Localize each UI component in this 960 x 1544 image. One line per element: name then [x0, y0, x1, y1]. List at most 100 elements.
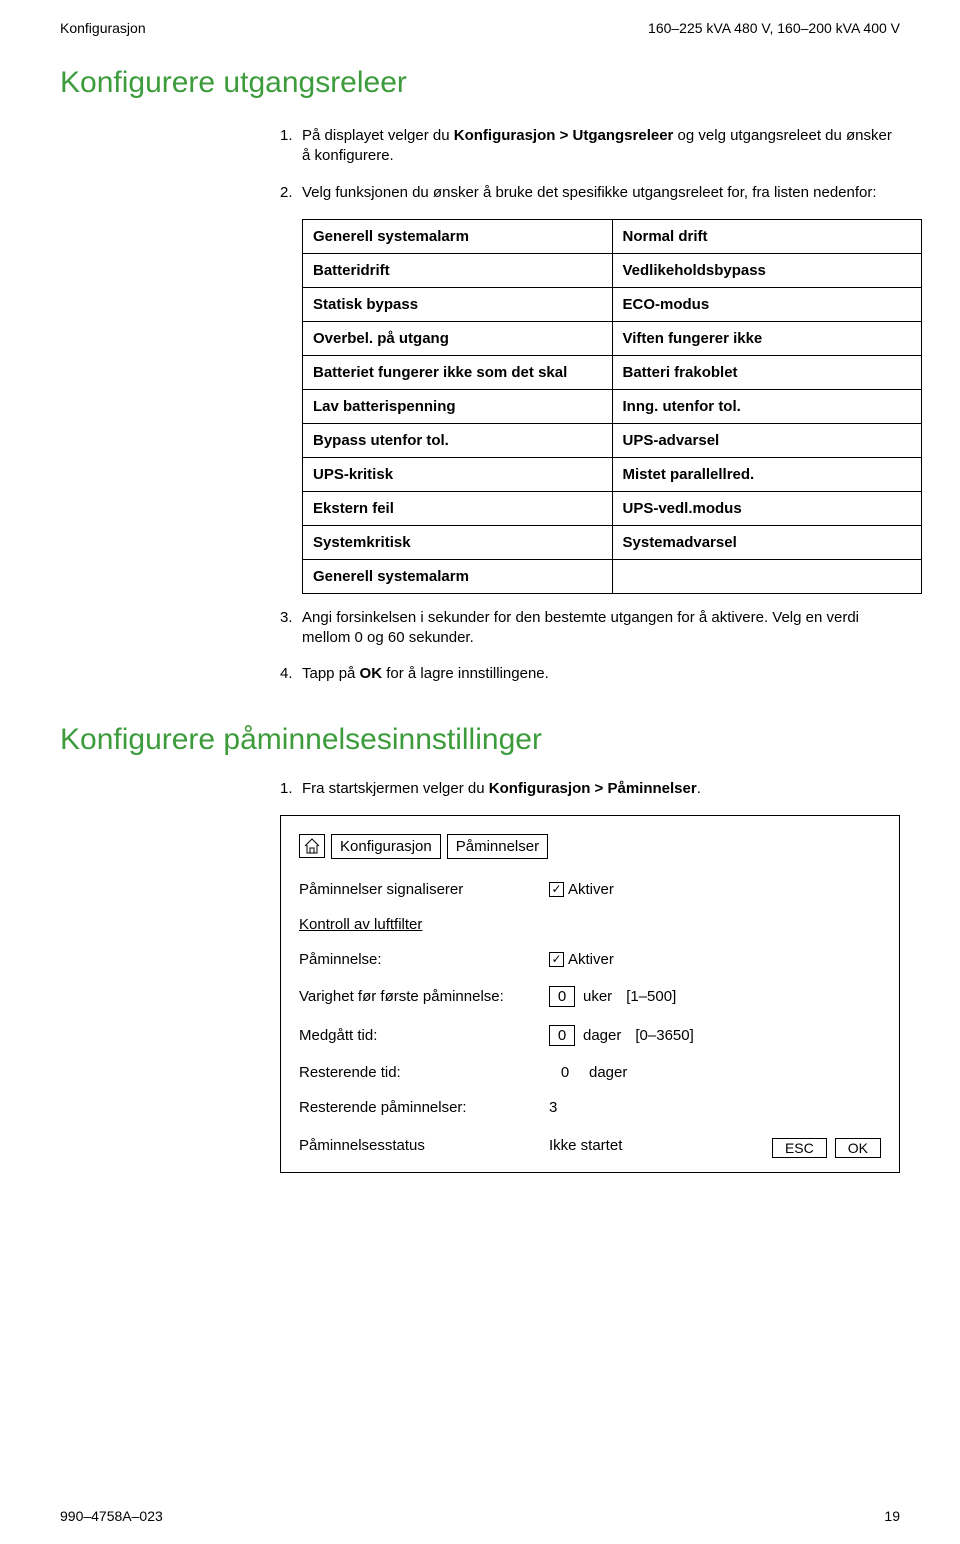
- table-row: Generell systemalarm: [303, 559, 922, 593]
- step-1b: 1. Fra startskjermen velger du Konfigura…: [280, 779, 900, 799]
- table-cell: Systemkritisk: [303, 525, 613, 559]
- table-cell: Batteri frakoblet: [612, 355, 922, 389]
- breadcrumb: Konfigurasjon Påminnelser: [299, 834, 881, 859]
- ok-button[interactable]: OK: [835, 1138, 881, 1158]
- table-cell: Systemadvarsel: [612, 525, 922, 559]
- section2-title: Konfigurere påminnelsesinnstillinger: [60, 723, 900, 757]
- table-row: SystemkritiskSystemadvarsel: [303, 525, 922, 559]
- aktiver-label-2: Aktiver: [568, 951, 614, 968]
- step-2: 2. Velg funksjonen du ønsker å bruke det…: [280, 183, 900, 203]
- table-row: Bypass utenfor tol.UPS-advarsel: [303, 423, 922, 457]
- checkbox-signaliser[interactable]: ✓: [549, 882, 564, 897]
- input-medgatt[interactable]: 0: [549, 1025, 575, 1046]
- table-cell: Generell systemalarm: [303, 219, 613, 253]
- footer-right: 19: [884, 1508, 900, 1524]
- table-row: BatteridriftVedlikeholdsbypass: [303, 253, 922, 287]
- label-paminnelse: Påminnelse:: [299, 951, 549, 968]
- table-row: Lav batterispenningInng. utenfor tol.: [303, 389, 922, 423]
- unit-uker: uker: [583, 988, 612, 1005]
- table-cell: UPS-vedl.modus: [612, 491, 922, 525]
- footer-left: 990–4758A–023: [60, 1508, 163, 1524]
- row-status: Påminnelsesstatus Ikke startet ESC OK: [299, 1134, 881, 1158]
- range-medgatt: [0–3650]: [635, 1027, 693, 1044]
- breadcrumb-paminnelser[interactable]: Påminnelser: [447, 834, 548, 859]
- row-signaliser: Påminnelser signaliserer ✓ Aktiver: [299, 881, 881, 898]
- step-3: 3. Angi forsinkelsen i sekunder for den …: [280, 608, 900, 649]
- checkbox-paminnelse[interactable]: ✓: [549, 952, 564, 967]
- home-icon[interactable]: [299, 834, 325, 858]
- row-resterende-paminnelser: Resterende påminnelser: 3: [299, 1099, 881, 1116]
- label-luftfilter: Kontroll av luftfilter: [299, 916, 422, 933]
- step-number: 2.: [280, 183, 302, 203]
- table-cell: Generell systemalarm: [303, 559, 613, 593]
- step-text: Angi forsinkelsen i sekunder for den bes…: [302, 608, 900, 649]
- text: På displayet velger du: [302, 127, 454, 144]
- input-varighet[interactable]: 0: [549, 986, 575, 1007]
- esc-button[interactable]: ESC: [772, 1138, 827, 1158]
- step-text: Tapp på OK for å lagre innstillingene.: [302, 664, 900, 684]
- header-right: 160–225 kVA 480 V, 160–200 kVA 400 V: [648, 20, 900, 36]
- table-row: Generell systemalarmNormal drift: [303, 219, 922, 253]
- text: Fra startskjermen velger du: [302, 780, 489, 797]
- row-medgatt: Medgått tid: 0 dager [0–3650]: [299, 1025, 881, 1046]
- table-cell: Vedlikeholdsbypass: [612, 253, 922, 287]
- label-restp: Resterende påminnelser:: [299, 1099, 549, 1116]
- table-cell: Viften fungerer ikke: [612, 321, 922, 355]
- step-number: 1.: [280, 779, 302, 799]
- table-cell: Normal drift: [612, 219, 922, 253]
- step-number: 3.: [280, 608, 302, 649]
- page-footer: 990–4758A–023 19: [60, 1508, 900, 1524]
- text: .: [697, 780, 701, 797]
- row-paminnelse: Påminnelse: ✓ Aktiver: [299, 951, 881, 968]
- step-1: 1. På displayet velger du Konfigurasjon …: [280, 126, 900, 167]
- row-varighet: Varighet før første påminnelse: 0 uker […: [299, 986, 881, 1007]
- bold-text: OK: [360, 665, 383, 682]
- range-varighet: [1–500]: [626, 988, 676, 1005]
- table-cell: Lav batterispenning: [303, 389, 613, 423]
- value-rest: 0: [549, 1064, 581, 1081]
- text: for å lagre innstillingene.: [382, 665, 549, 682]
- table-row: Overbel. på utgangViften fungerer ikke: [303, 321, 922, 355]
- unit-dager-2: dager: [589, 1064, 627, 1081]
- table-row: Ekstern feilUPS-vedl.modus: [303, 491, 922, 525]
- bold-text: Konfigurasjon > Påminnelser: [489, 780, 697, 797]
- step-text: Fra startskjermen velger du Konfigurasjo…: [302, 779, 900, 799]
- table-cell: UPS-advarsel: [612, 423, 922, 457]
- label-medgatt: Medgått tid:: [299, 1027, 549, 1044]
- table-cell: Ekstern feil: [303, 491, 613, 525]
- table-cell: Overbel. på utgang: [303, 321, 613, 355]
- table-cell: ECO-modus: [612, 287, 922, 321]
- unit-dager: dager: [583, 1027, 621, 1044]
- table-row: Statisk bypassECO-modus: [303, 287, 922, 321]
- bold-text: Konfigurasjon > Utgangsreleer: [454, 127, 674, 144]
- table-row: UPS-kritiskMistet parallellred.: [303, 457, 922, 491]
- value-restp: 3: [549, 1099, 557, 1116]
- table-cell: Batteriet fungerer ikke som det skal: [303, 355, 613, 389]
- table-cell: Bypass utenfor tol.: [303, 423, 613, 457]
- page-header: Konfigurasjon 160–225 kVA 480 V, 160–200…: [60, 20, 900, 36]
- section1-title: Konfigurere utgangsreleer: [60, 66, 900, 100]
- text: Tapp på: [302, 665, 360, 682]
- table-cell: Batteridrift: [303, 253, 613, 287]
- step-number: 1.: [280, 126, 302, 167]
- section1-steps: 1. På displayet velger du Konfigurasjon …: [280, 126, 900, 685]
- breadcrumb-konfigurasjon[interactable]: Konfigurasjon: [331, 834, 441, 859]
- step-text: Velg funksjonen du ønsker å bruke det sp…: [302, 183, 900, 203]
- table-cell: Inng. utenfor tol.: [612, 389, 922, 423]
- label-varighet: Varighet før første påminnelse:: [299, 988, 549, 1005]
- value-status: Ikke startet: [549, 1137, 622, 1154]
- step-number: 4.: [280, 664, 302, 684]
- aktiver-label: Aktiver: [568, 881, 614, 898]
- table-row: Batteriet fungerer ikke som det skalBatt…: [303, 355, 922, 389]
- reminder-panel: Konfigurasjon Påminnelser Påminnelser si…: [280, 815, 900, 1173]
- label-status: Påminnelsesstatus: [299, 1137, 549, 1154]
- row-luftfilter: Kontroll av luftfilter: [299, 916, 881, 933]
- section2-steps: 1. Fra startskjermen velger du Konfigura…: [280, 779, 900, 799]
- table-cell: UPS-kritisk: [303, 457, 613, 491]
- header-left: Konfigurasjon: [60, 20, 146, 36]
- step-text: På displayet velger du Konfigurasjon > U…: [302, 126, 900, 167]
- table-cell: Mistet parallellred.: [612, 457, 922, 491]
- label-rest: Resterende tid:: [299, 1064, 549, 1081]
- table-cell: [612, 559, 922, 593]
- step-4: 4. Tapp på OK for å lagre innstillingene…: [280, 664, 900, 684]
